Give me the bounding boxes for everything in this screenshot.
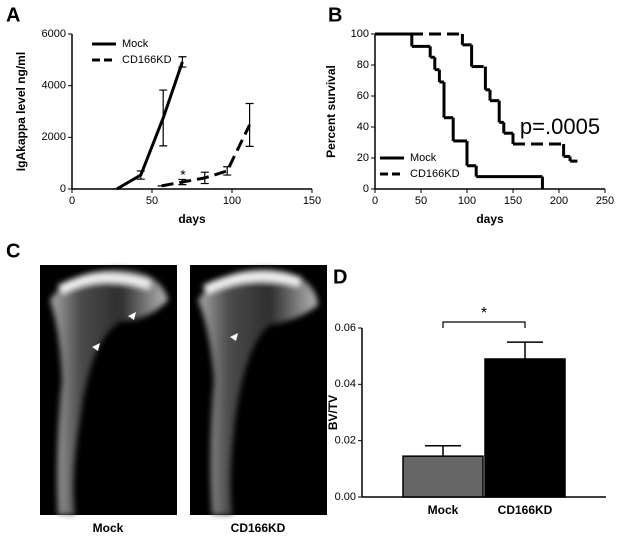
- xray-image: [190, 265, 327, 515]
- y-tick-label: 6000: [42, 28, 66, 40]
- error-bar: [425, 444, 461, 457]
- y-tick-label: 0.00: [335, 491, 356, 503]
- series-line: [116, 61, 184, 191]
- x-axis-label: days: [476, 212, 504, 226]
- error-bar: [200, 171, 209, 185]
- x-tick-label: 100: [223, 195, 241, 207]
- y-tick-label: 40: [357, 121, 369, 133]
- y-tick-label: 0.04: [335, 378, 356, 390]
- y-tick-label: 0.06: [335, 322, 356, 334]
- error-bar: [507, 341, 543, 359]
- y-tick-label: 60: [357, 90, 369, 102]
- image-label: Mock: [93, 521, 124, 535]
- y-tick-label: 0: [363, 183, 369, 195]
- legend-label: CD166KD: [122, 54, 172, 66]
- xray-image: [40, 265, 177, 515]
- significance-bracket: [442, 321, 526, 328]
- error-bar: [223, 166, 232, 176]
- y-axis-label: Percent survival: [324, 65, 338, 158]
- y-tick-label: 20: [357, 152, 369, 164]
- x-axis-label: days: [178, 212, 206, 226]
- y-tick-label: 100: [351, 28, 369, 40]
- x-tick-label: 50: [415, 195, 427, 207]
- annotation: p=.0005: [520, 114, 600, 139]
- annotation: *: [481, 305, 487, 322]
- y-axis-label: BV/TV: [326, 395, 340, 430]
- x-tick-label: 150: [303, 195, 321, 207]
- image-label: CD166KD: [231, 521, 286, 535]
- x-tick-label: 100: [458, 195, 476, 207]
- bar: [402, 455, 484, 498]
- panel-label: C: [6, 240, 20, 262]
- y-tick-label: 0: [60, 183, 66, 195]
- panel-label: D: [333, 266, 347, 288]
- x-tick-label: 200: [550, 195, 568, 207]
- error-bar: [178, 178, 187, 186]
- x-tick-label: 50: [146, 195, 158, 207]
- legend-label: Mock: [410, 152, 437, 164]
- x-tick-label: 0: [372, 195, 378, 207]
- x-tick-label: 250: [596, 195, 614, 207]
- y-tick-label: 0.02: [335, 435, 356, 447]
- panel-label: A: [6, 4, 20, 26]
- series-line: [161, 124, 251, 188]
- x-tick-label: 0: [69, 195, 75, 207]
- annotation: *: [180, 167, 186, 183]
- error-bar: [159, 89, 168, 147]
- y-tick-label: 4000: [42, 80, 66, 92]
- error-bar: [178, 56, 187, 68]
- x-tick-label: Mock: [428, 503, 459, 517]
- legend-label: Mock: [122, 38, 149, 50]
- panel-label: B: [328, 4, 342, 26]
- error-bar: [245, 102, 254, 147]
- legend-label: CD166KD: [410, 168, 460, 180]
- error-bar: [136, 170, 145, 180]
- bar: [484, 358, 566, 498]
- y-tick-label: 2000: [42, 131, 66, 143]
- y-axis-label: IgAkappa level ng/ml: [14, 52, 28, 171]
- x-tick-label: CD166KD: [498, 503, 553, 517]
- y-tick-label: 80: [357, 59, 369, 71]
- x-tick-label: 150: [504, 195, 522, 207]
